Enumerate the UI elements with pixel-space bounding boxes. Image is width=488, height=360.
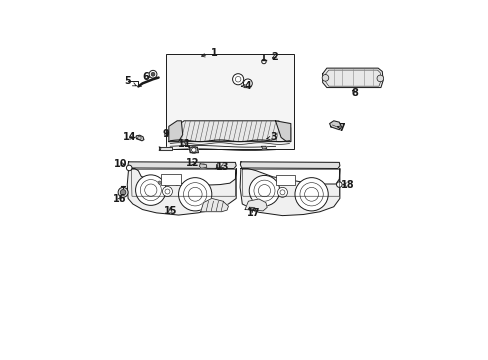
Polygon shape bbox=[322, 68, 382, 87]
Polygon shape bbox=[240, 162, 339, 168]
Text: 6: 6 bbox=[142, 72, 149, 82]
Circle shape bbox=[135, 175, 166, 205]
Polygon shape bbox=[189, 147, 198, 153]
Circle shape bbox=[294, 177, 327, 211]
Text: 2: 2 bbox=[271, 51, 278, 62]
Polygon shape bbox=[329, 121, 341, 130]
Circle shape bbox=[220, 209, 223, 212]
Text: 10: 10 bbox=[113, 159, 127, 169]
Polygon shape bbox=[240, 168, 339, 216]
Polygon shape bbox=[128, 162, 236, 168]
Polygon shape bbox=[168, 121, 183, 141]
Text: 9: 9 bbox=[163, 129, 169, 139]
Polygon shape bbox=[275, 121, 290, 141]
Circle shape bbox=[158, 181, 161, 184]
Text: 13: 13 bbox=[215, 162, 228, 172]
Text: 4: 4 bbox=[241, 81, 251, 91]
Circle shape bbox=[277, 187, 287, 197]
Polygon shape bbox=[199, 164, 206, 168]
Circle shape bbox=[191, 148, 196, 152]
Polygon shape bbox=[200, 198, 228, 212]
Polygon shape bbox=[159, 147, 171, 150]
Circle shape bbox=[376, 75, 383, 82]
Circle shape bbox=[178, 177, 211, 211]
Circle shape bbox=[175, 183, 179, 186]
Text: 3: 3 bbox=[266, 132, 277, 143]
Circle shape bbox=[214, 209, 217, 212]
Polygon shape bbox=[244, 199, 267, 211]
Circle shape bbox=[232, 74, 243, 85]
Polygon shape bbox=[248, 207, 255, 211]
Text: 12: 12 bbox=[185, 158, 199, 168]
Text: 17: 17 bbox=[246, 208, 260, 218]
Polygon shape bbox=[261, 146, 266, 149]
Bar bbox=[161, 174, 181, 185]
Circle shape bbox=[322, 75, 328, 81]
Bar bbox=[275, 175, 294, 185]
Circle shape bbox=[208, 209, 211, 212]
Text: 18: 18 bbox=[341, 180, 354, 190]
Circle shape bbox=[151, 72, 155, 76]
Text: 5: 5 bbox=[123, 76, 136, 86]
Text: 8: 8 bbox=[350, 88, 357, 98]
Circle shape bbox=[126, 165, 132, 171]
Circle shape bbox=[261, 59, 265, 64]
Circle shape bbox=[336, 182, 342, 187]
Text: 11: 11 bbox=[178, 139, 191, 149]
Bar bbox=[166, 54, 293, 149]
Text: 7: 7 bbox=[337, 123, 344, 133]
Circle shape bbox=[249, 175, 279, 206]
Text: 16: 16 bbox=[113, 194, 126, 204]
Polygon shape bbox=[168, 121, 290, 141]
Text: 15: 15 bbox=[163, 206, 177, 216]
Polygon shape bbox=[127, 168, 236, 215]
Circle shape bbox=[120, 190, 125, 195]
Circle shape bbox=[118, 187, 128, 197]
Circle shape bbox=[149, 70, 157, 78]
Circle shape bbox=[201, 164, 205, 168]
Polygon shape bbox=[136, 135, 143, 141]
Text: 14: 14 bbox=[122, 132, 136, 143]
Text: 1: 1 bbox=[201, 48, 218, 58]
Circle shape bbox=[243, 79, 252, 88]
Circle shape bbox=[162, 186, 172, 197]
